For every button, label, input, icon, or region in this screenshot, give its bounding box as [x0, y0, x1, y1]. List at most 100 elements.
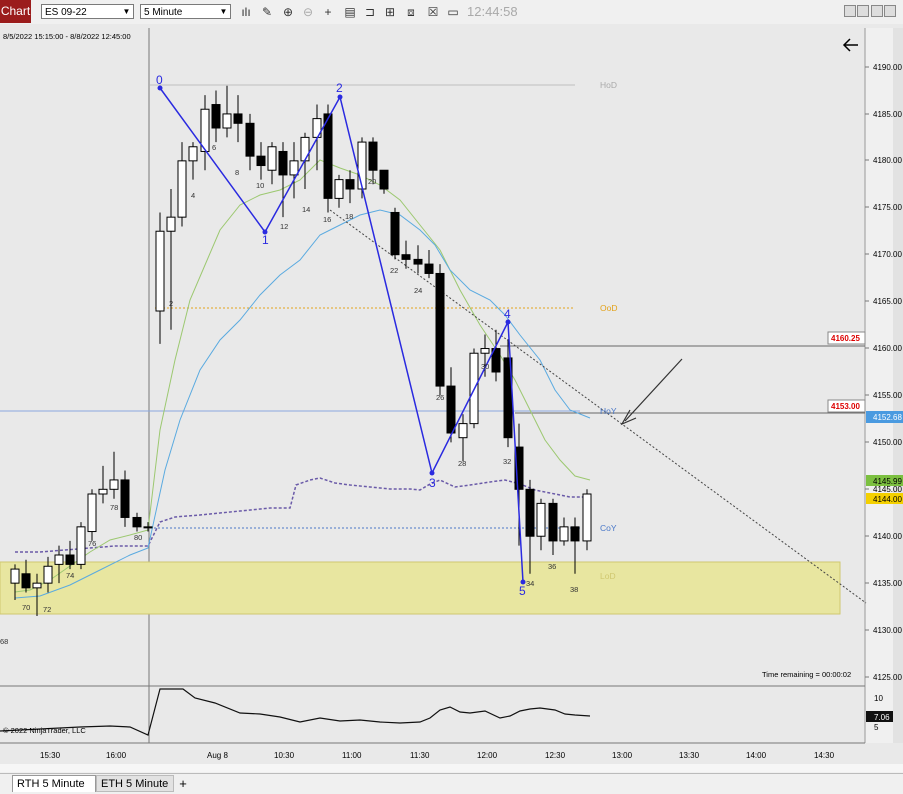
candle-down [368, 141, 378, 171]
ema-slow-line [14, 209, 591, 599]
svg-text:4190.00: 4190.00 [873, 63, 902, 72]
chevron-down-icon: ▼ [219, 7, 228, 16]
candle-up [188, 146, 198, 162]
low-of-day-zone [0, 561, 841, 615]
draw-pencil-icon[interactable]: ✎ [261, 5, 273, 19]
candle-up [10, 568, 20, 584]
svg-text:4135.00: 4135.00 [873, 579, 902, 588]
wave-count-line [159, 87, 524, 583]
svg-text:28: 28 [458, 459, 466, 468]
svg-text:4160.00: 4160.00 [873, 344, 902, 353]
candle-up [300, 136, 310, 162]
tile-horizontal-icon[interactable] [857, 5, 869, 17]
candle-down [413, 258, 423, 265]
svg-text:6: 6 [212, 143, 216, 152]
svg-text:38: 38 [570, 585, 578, 594]
svg-text:12:00: 12:00 [477, 751, 498, 760]
svg-text:11:30: 11:30 [410, 751, 430, 760]
candle-up [32, 582, 42, 589]
data-box-icon[interactable]: ▤ [344, 5, 356, 19]
candle-down [132, 516, 142, 528]
hod-label: HoD [600, 80, 617, 90]
svg-text:72: 72 [43, 605, 51, 614]
candle-up [76, 526, 86, 565]
indicators-icon[interactable]: ⊞ [384, 5, 396, 19]
tab-rth-5-minute[interactable]: RTH 5 Minute [12, 775, 96, 792]
svg-text:10: 10 [256, 181, 264, 190]
svg-text:4125.00: 4125.00 [873, 673, 902, 682]
chart-panel[interactable]: 0 1 2 3 4 5 70 72 74 76 78 80 2 4 6 8 10… [0, 24, 903, 771]
interval-selector[interactable]: 5 Minute ▼ [140, 4, 231, 19]
bar-style-icon[interactable]: ılı [241, 5, 251, 19]
svg-text:4170.00: 4170.00 [873, 250, 902, 259]
candle-up [155, 230, 165, 312]
svg-text:70: 70 [22, 603, 30, 612]
candle-down [211, 104, 221, 129]
svg-text:14:30: 14:30 [814, 751, 835, 760]
svg-text:34: 34 [526, 579, 534, 588]
bar-numbers: 70 72 74 76 78 80 2 4 6 8 10 12 14 16 18… [22, 143, 578, 614]
clock-display: 12:44:58 [467, 4, 518, 19]
candle-up [267, 146, 277, 171]
chart-toolbar: Chart ES 09-22 ▼ 5 Minute ▼ ılı ✎ ⊕ ⊖ + … [0, 0, 903, 25]
chart-window-tab[interactable]: Chart [0, 0, 31, 23]
svg-text:4144.00: 4144.00 [873, 495, 902, 504]
templates-icon[interactable]: ☒ [427, 5, 439, 19]
svg-text:2: 2 [169, 299, 173, 308]
svg-text:4165.00: 4165.00 [873, 297, 902, 306]
candle-down [120, 479, 130, 518]
maximize-icon[interactable] [884, 5, 896, 17]
wave-label: 3 [429, 476, 436, 490]
svg-text:13:00: 13:00 [612, 751, 633, 760]
candle-down [379, 169, 389, 190]
tile-icon[interactable] [844, 5, 856, 17]
svg-text:7.06: 7.06 [874, 713, 890, 722]
add-tab-button[interactable]: + [179, 776, 187, 791]
wave-label: 1 [262, 233, 269, 247]
properties-icon[interactable]: ⊐ [364, 5, 376, 19]
candle-up [98, 488, 108, 495]
svg-text:78: 78 [110, 503, 118, 512]
svg-text:4145.00: 4145.00 [873, 485, 902, 494]
instrument-selector[interactable]: ES 09-22 ▼ [41, 4, 134, 19]
price-chart[interactable]: 0 1 2 3 4 5 70 72 74 76 78 80 2 4 6 8 10… [0, 24, 903, 771]
svg-text:74: 74 [66, 571, 74, 580]
candle-down [65, 554, 75, 565]
back-arrow-icon[interactable] [842, 38, 858, 52]
svg-text:10:30: 10:30 [274, 751, 295, 760]
zoom-in-icon[interactable]: ⊕ [282, 5, 294, 19]
snapshot-icon[interactable]: ▭ [447, 5, 459, 19]
candle-down [401, 254, 411, 260]
candle-up [582, 493, 592, 542]
instrument-value: ES 09-22 [45, 7, 87, 18]
svg-text:4160.25: 4160.25 [831, 334, 860, 343]
candle-down [278, 150, 288, 176]
candle-down [525, 488, 535, 537]
wave-label: 5 [519, 584, 526, 598]
crosshair-icon[interactable]: + [324, 5, 332, 19]
level-labels: HoD OoD HoY CoY LoD [600, 80, 617, 581]
wave-labels: 0 1 2 3 4 5 [156, 73, 526, 598]
ood-label: OoD [600, 303, 617, 313]
candle-down [345, 179, 355, 190]
price-marker-4144 [866, 493, 903, 504]
indicator-axis-5: 5 [874, 723, 879, 732]
minimize-icon[interactable] [871, 5, 883, 17]
zoom-out-icon[interactable]: ⊖ [302, 5, 314, 19]
tab-eth-5-minute[interactable]: ETH 5 Minute [96, 775, 174, 792]
price-marker-4145-99 [866, 475, 903, 486]
svg-text:4150.00: 4150.00 [873, 438, 902, 447]
horizontal-scrollbar[interactable] [0, 764, 903, 772]
candle-up [109, 479, 119, 490]
svg-text:18: 18 [345, 212, 353, 221]
candle-up [334, 179, 344, 199]
candle-down [233, 113, 243, 124]
svg-text:76: 76 [88, 539, 96, 548]
strategies-icon[interactable]: ⧈ [407, 5, 415, 19]
svg-text:12: 12 [280, 222, 288, 231]
candle-down [390, 211, 400, 256]
candle-down [256, 155, 266, 167]
indicator-value-marker [866, 711, 893, 722]
svg-text:11:00: 11:00 [342, 751, 362, 760]
candle-down [491, 348, 501, 373]
